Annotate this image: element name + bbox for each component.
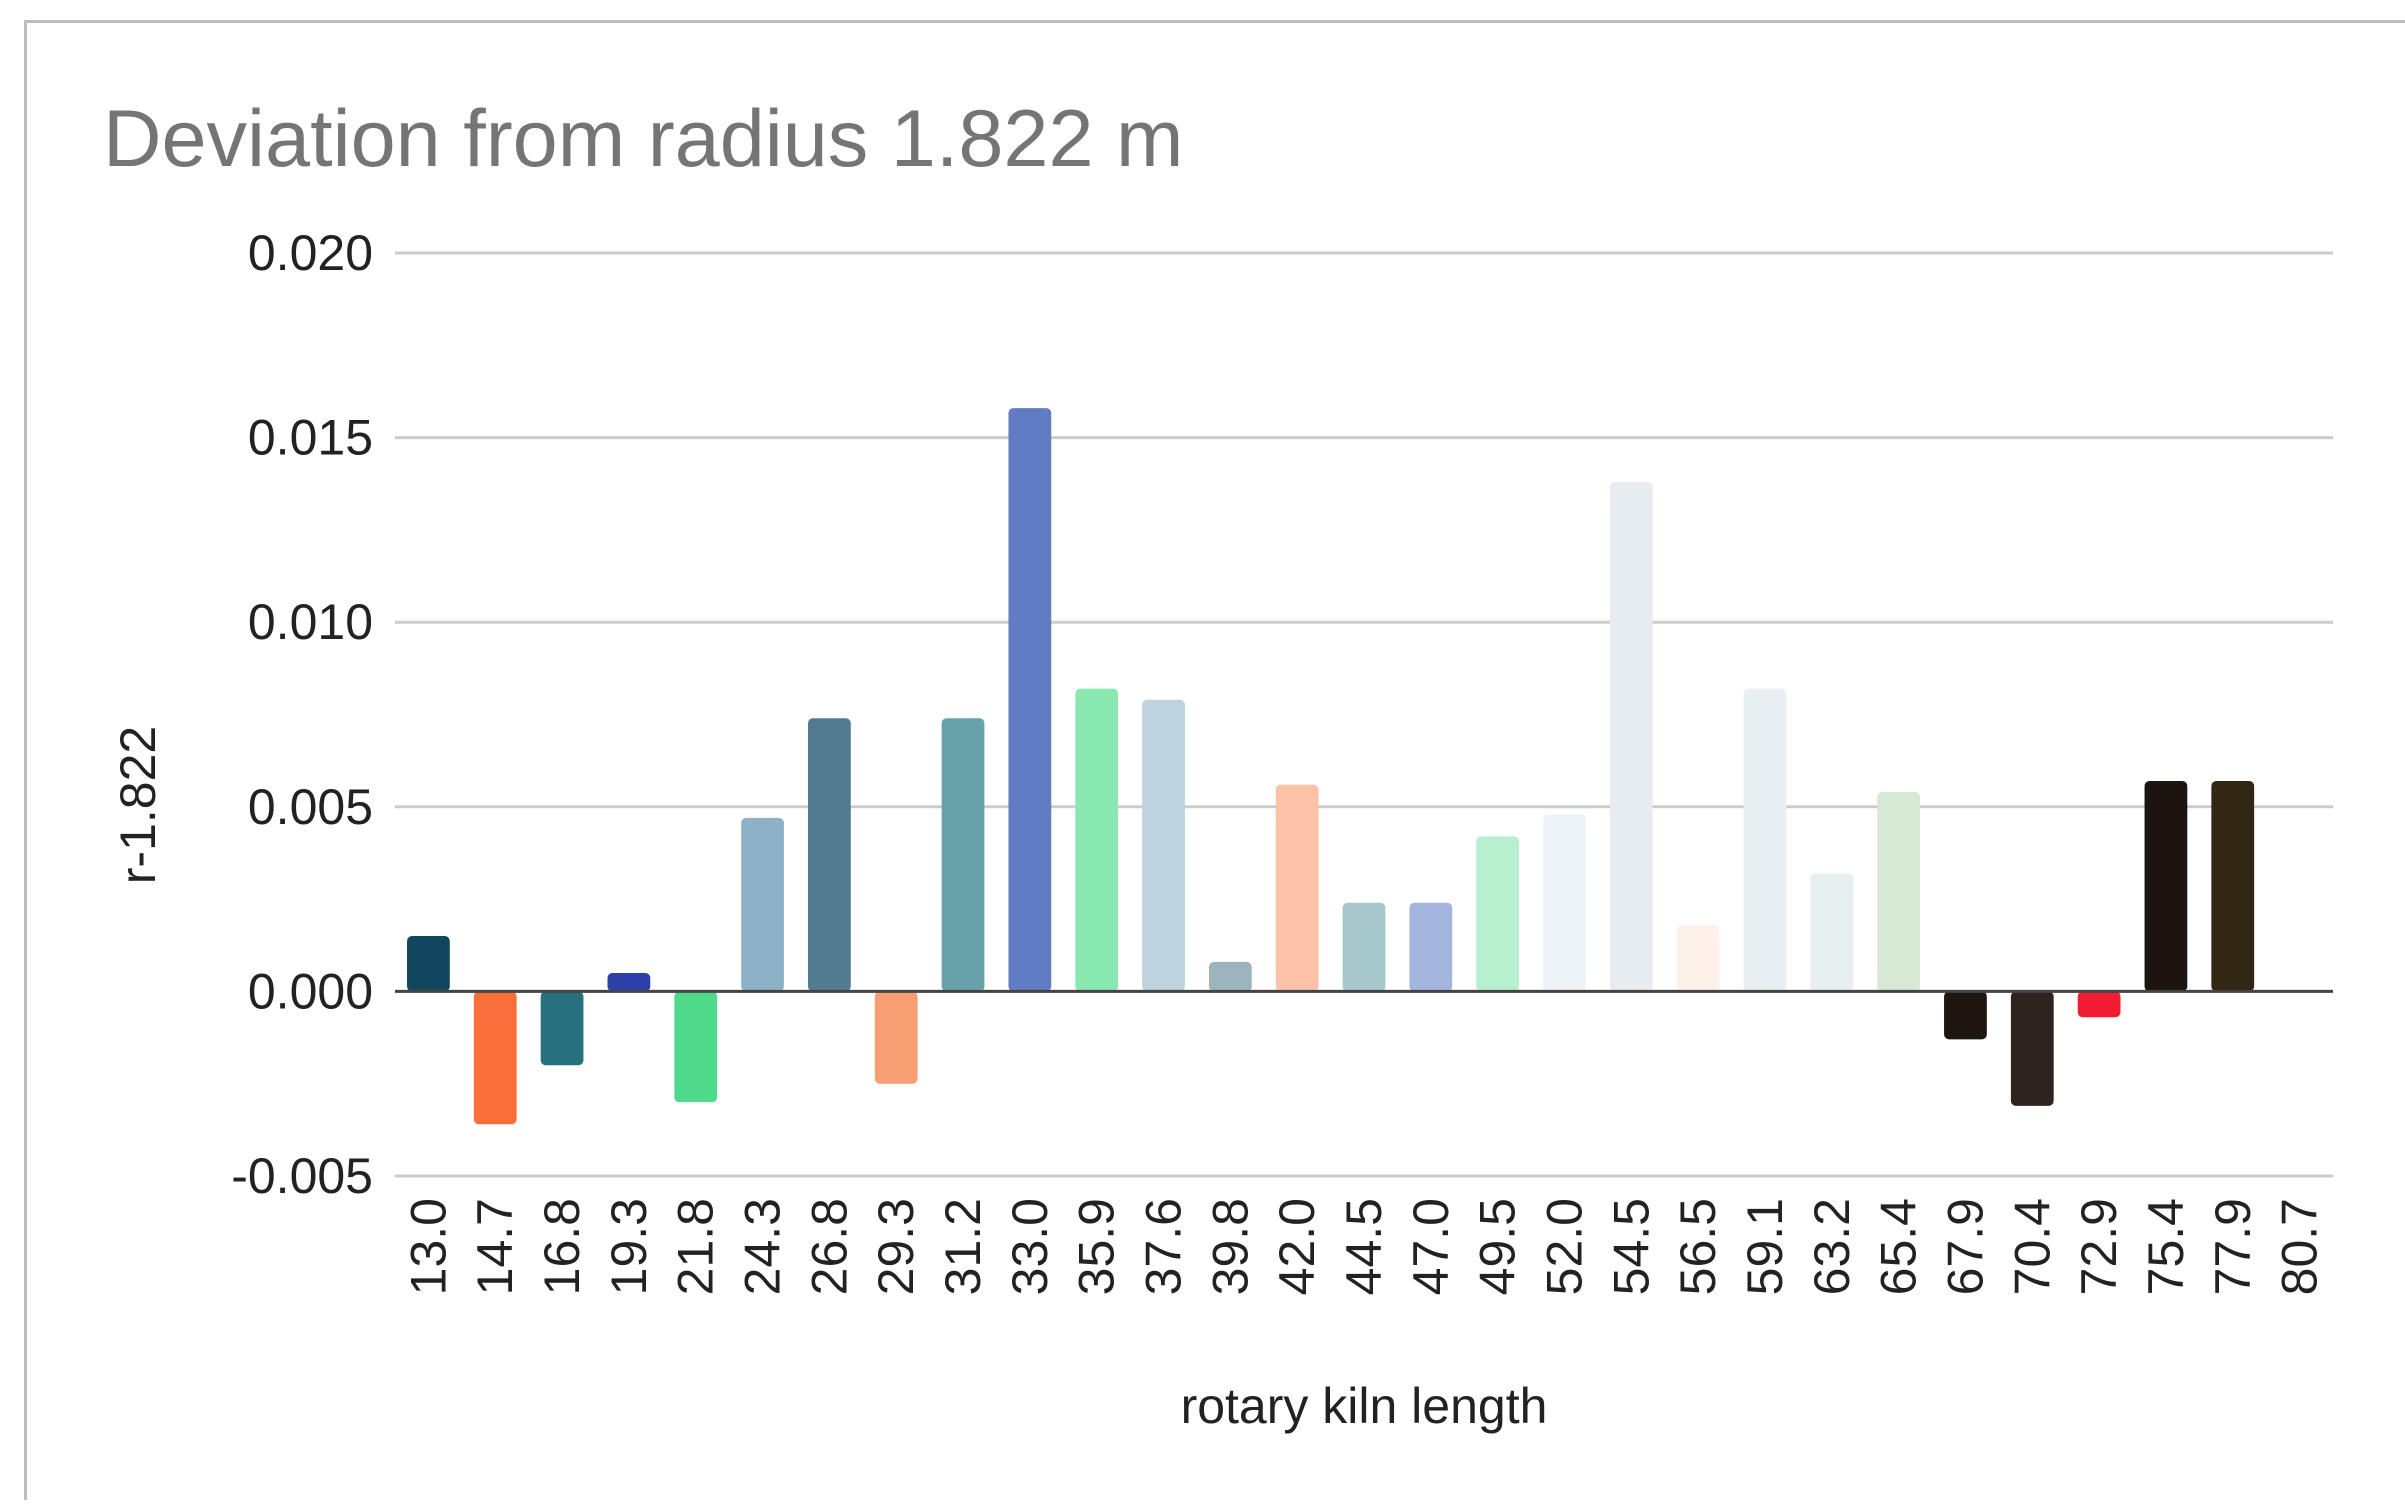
x-tick-label: 31.2 <box>935 1198 991 1295</box>
bar <box>1275 784 1319 992</box>
x-tick-label: 56.5 <box>1670 1198 1726 1295</box>
y-tick-label: 0.010 <box>248 594 373 650</box>
bar <box>1543 814 1586 992</box>
bar <box>1877 792 1921 992</box>
bar <box>674 991 718 1103</box>
bar <box>2144 780 2188 992</box>
x-tick-label: 33.0 <box>1002 1198 1058 1295</box>
x-axis-ticks: 13.0 14.7 16.8 19.3 21.8 24.3 26.8 29.3 31.2 33.0… <box>400 1198 2327 1295</box>
x-tick-label: 35.9 <box>1069 1198 1125 1295</box>
x-tick-label: 21.8 <box>668 1198 724 1295</box>
bar <box>1008 408 1052 992</box>
bar <box>2077 991 2121 1018</box>
bar <box>1944 991 1987 1040</box>
bar <box>1409 902 1453 992</box>
bar <box>2010 991 2054 1106</box>
y-tick-label: 0.015 <box>248 410 373 466</box>
x-tick-label: 49.5 <box>1470 1198 1526 1295</box>
x-tick-label: 72.9 <box>2071 1198 2127 1295</box>
x-tick-label: 26.8 <box>801 1198 857 1295</box>
bar <box>1810 873 1854 992</box>
y-axis-title: r-1.822 <box>110 726 166 884</box>
bar <box>407 936 450 992</box>
x-tick-label: 67.9 <box>1937 1198 1993 1295</box>
bar <box>1142 699 1185 992</box>
bar <box>874 991 918 1084</box>
chart-title: Deviation from radius 1.822 m <box>103 94 1184 184</box>
y-tick-label: 0.020 <box>248 225 373 281</box>
bars <box>407 408 2255 1125</box>
bar <box>1476 836 1520 992</box>
bar <box>741 817 784 992</box>
x-tick-label: 24.3 <box>735 1198 791 1295</box>
x-axis-title: rotary kiln length <box>1181 1378 1548 1434</box>
bar <box>1342 902 1386 992</box>
x-tick-label: 65.4 <box>1871 1198 1927 1295</box>
y-tick-label: -0.005 <box>231 1148 373 1204</box>
y-tick-label: 0.005 <box>248 779 373 835</box>
y-tick-label: 0.000 <box>248 963 373 1019</box>
y-axis-ticks: -0.005 0.000 0.005 0.010 0.015 0.020 <box>231 225 373 1204</box>
bar <box>473 991 517 1125</box>
bar <box>540 991 584 1066</box>
x-tick-label: 16.8 <box>534 1198 590 1295</box>
x-tick-label: 42.0 <box>1269 1198 1325 1295</box>
bar <box>941 718 985 992</box>
bar <box>1208 961 1252 992</box>
bar <box>1676 924 1720 992</box>
bar <box>1743 688 1787 992</box>
chart-frame: Deviation from radius 1.822 m -0.005 0.00… <box>24 20 2405 1500</box>
bar <box>807 718 851 992</box>
x-tick-label: 75.4 <box>2138 1198 2194 1295</box>
bar <box>1075 688 1119 992</box>
x-tick-label: 80.7 <box>2272 1198 2328 1295</box>
x-tick-label: 14.7 <box>467 1198 523 1295</box>
x-tick-label: 63.2 <box>1804 1198 1860 1295</box>
bar <box>607 972 651 992</box>
x-tick-label: 37.6 <box>1136 1198 1192 1295</box>
x-tick-label: 70.4 <box>2004 1198 2060 1295</box>
x-tick-label: 39.8 <box>1202 1198 1258 1295</box>
x-tick-label: 47.0 <box>1403 1198 1459 1295</box>
x-tick-label: 54.5 <box>1603 1198 1659 1295</box>
x-tick-label: 13.0 <box>400 1198 456 1295</box>
x-tick-label: 77.9 <box>2205 1198 2261 1295</box>
x-tick-label: 29.3 <box>868 1198 924 1295</box>
x-tick-label: 44.5 <box>1336 1198 1392 1295</box>
bar <box>1609 481 1653 992</box>
bar-chart: Deviation from radius 1.822 m -0.005 0.00… <box>103 94 2333 1434</box>
x-tick-label: 59.1 <box>1737 1198 1793 1295</box>
bar <box>2211 780 2255 992</box>
x-tick-label: 19.3 <box>601 1198 657 1295</box>
x-tick-label: 52.0 <box>1536 1198 1592 1295</box>
